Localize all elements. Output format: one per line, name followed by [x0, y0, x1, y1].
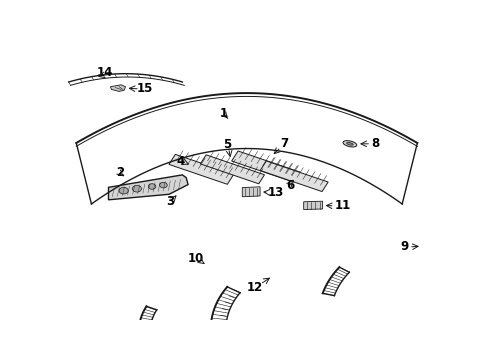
Text: 5: 5	[223, 138, 231, 151]
Text: 1: 1	[220, 107, 228, 120]
Circle shape	[119, 187, 128, 194]
Text: 15: 15	[136, 82, 152, 95]
Text: 11: 11	[333, 199, 350, 212]
Circle shape	[148, 184, 156, 189]
Text: 7: 7	[279, 137, 287, 150]
Text: 3: 3	[166, 195, 174, 208]
Text: 8: 8	[371, 137, 379, 150]
Circle shape	[132, 185, 141, 192]
Polygon shape	[200, 155, 264, 184]
Text: 9: 9	[399, 240, 407, 253]
Text: 6: 6	[285, 179, 294, 192]
Ellipse shape	[346, 143, 352, 145]
Ellipse shape	[342, 141, 356, 147]
Polygon shape	[303, 201, 322, 210]
Polygon shape	[242, 187, 260, 197]
Circle shape	[159, 183, 167, 188]
Text: 2: 2	[116, 166, 123, 179]
Polygon shape	[231, 151, 299, 182]
Text: 14: 14	[96, 66, 113, 79]
Text: 12: 12	[246, 281, 262, 294]
Polygon shape	[260, 161, 327, 192]
Text: 10: 10	[187, 252, 203, 265]
Polygon shape	[110, 85, 125, 91]
Polygon shape	[108, 175, 188, 200]
Polygon shape	[168, 154, 233, 184]
Text: 13: 13	[267, 186, 284, 199]
Text: 4: 4	[176, 155, 184, 168]
